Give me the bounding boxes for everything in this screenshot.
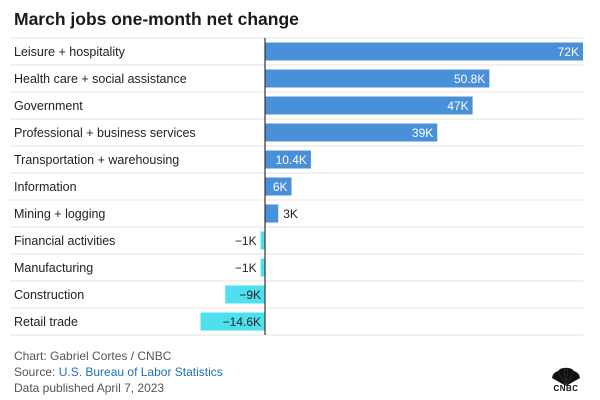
data-label: 3K (283, 207, 298, 221)
bar-chart: Leisure + hospitality 72K Health care + so… (10, 37, 583, 336)
category-label: Government (14, 99, 83, 113)
category-label: Health care + social assistance (14, 72, 187, 86)
category-label: Mining + logging (14, 207, 105, 221)
category-label: Professional + business services (14, 126, 196, 140)
category-label: Manufacturing (14, 261, 93, 275)
bar (260, 258, 265, 277)
data-label: 47K (447, 99, 468, 113)
bar (265, 177, 292, 196)
category-label: Construction (14, 288, 84, 302)
bar (265, 123, 438, 142)
data-published: Data published April 7, 2023 (14, 381, 165, 395)
source-prefix: Source: (14, 365, 59, 379)
data-label: 10.4K (276, 153, 307, 167)
category-label: Retail trade (14, 315, 78, 329)
data-label: −1K (235, 234, 257, 248)
data-label: 72K (558, 45, 579, 59)
bar (265, 204, 279, 223)
data-label: −9K (239, 288, 261, 302)
bar (265, 150, 311, 169)
category-label: Transportation + warehousing (14, 153, 179, 167)
bar (225, 285, 265, 304)
chart-title: March jobs one-month net change (14, 9, 299, 29)
bar (265, 42, 583, 61)
chart-source: Source: U.S. Bureau of Labor Statistics (14, 365, 223, 379)
chart-credit: Chart: Gabriel Cortes / CNBC (14, 349, 172, 363)
bar (265, 69, 490, 88)
cnbc-logo-text: CNBC (553, 384, 579, 393)
bar (260, 231, 265, 250)
bar (200, 312, 265, 331)
category-label: Financial activities (14, 234, 115, 248)
data-label: −14.6K (223, 315, 261, 329)
cnbc-peacock-icon (552, 367, 580, 386)
data-label: 6K (273, 180, 288, 194)
category-label: Leisure + hospitality (14, 45, 126, 59)
bar (265, 96, 473, 115)
data-label: 50.8K (454, 72, 485, 86)
category-label: Information (14, 180, 77, 194)
data-label: −1K (235, 261, 257, 275)
data-label: 39K (412, 126, 433, 140)
source-link[interactable]: U.S. Bureau of Labor Statistics (58, 365, 223, 379)
